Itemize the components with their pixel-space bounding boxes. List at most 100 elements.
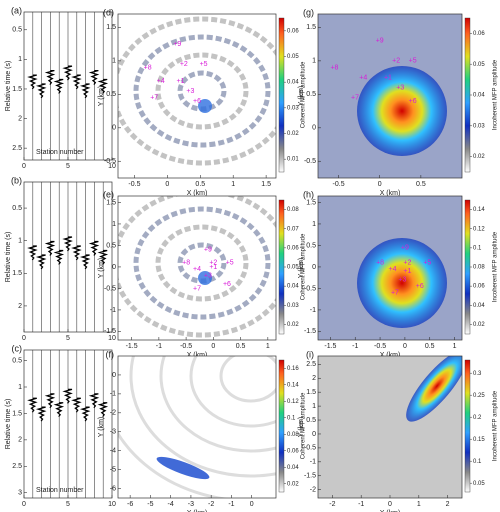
wiggle [35, 254, 47, 270]
wiggle [53, 78, 65, 94]
colorbar-tick-label: 0.04 [287, 284, 299, 290]
y-tick-label: 1 [18, 238, 22, 245]
y-tick-label: 1.5 [12, 270, 22, 277]
x-axis-label: X (km) [187, 190, 208, 197]
colorbar-tick-label: 0.2 [473, 415, 482, 421]
y-tick-label: -1.5 [304, 473, 316, 480]
colorbar-tick-label: 0.07 [287, 226, 299, 232]
peak [357, 238, 447, 328]
x-tick-label: 5 [66, 163, 70, 170]
y-tick-label: 0.5 [106, 91, 116, 98]
station-label: +8 [376, 259, 384, 266]
colorbar-tick-label: 0.04 [287, 465, 299, 471]
colorbar-label: Coherent MFP amplitude [301, 392, 307, 459]
x-axis-label: X (km) [380, 352, 401, 359]
y-tick-label: 0.5 [306, 91, 316, 98]
y-tick-label: 1 [112, 58, 116, 65]
colorbar-label: Incoherent MFP amplitude [493, 231, 499, 302]
plot-area [118, 196, 276, 340]
x-tick-label: 0 [388, 501, 392, 508]
y-tick-label: 0.5 [12, 27, 22, 34]
station-label: +6 [409, 98, 417, 105]
x-axis-label: Station number [36, 149, 84, 156]
station-label: +8 [182, 259, 190, 266]
y-tick-label: -1.5 [104, 328, 116, 335]
colorbar-tick-label: 0.06 [473, 31, 485, 37]
y-tick-label: 2 [18, 437, 22, 444]
wiggle [35, 406, 47, 422]
plot-area [118, 14, 276, 178]
y-tick-label: 0.5 [12, 205, 22, 212]
station-label: +3 [398, 277, 406, 284]
x-tick-label: 1 [453, 343, 457, 350]
y-tick-label: 1 [112, 221, 116, 228]
plot-area [318, 196, 462, 340]
colorbar-tick-label: 0.3 [473, 371, 482, 377]
panel-letter: (b) [11, 175, 22, 185]
y-tick-label: -0.5 [104, 158, 116, 165]
colorbar-tick-label: 0.08 [473, 265, 485, 271]
colorbar-tick-label: 0.06 [287, 245, 299, 251]
colorbar-tick-label: 0.08 [287, 207, 299, 213]
colorbar-label: Coherent MFP amplitude [301, 61, 307, 128]
y-tick-label: 2.5 [12, 145, 22, 152]
wiggle [27, 397, 38, 413]
x-axis-label: X (km) [187, 352, 208, 359]
x-tick-label: 0 [165, 181, 169, 188]
x-tick-label: 0.5 [416, 181, 426, 188]
x-tick-label: 0.5 [236, 343, 246, 350]
station-label: +7 [150, 95, 158, 102]
x-tick-label: -2 [208, 501, 214, 508]
wiggle [44, 393, 56, 409]
station-label: +4 [388, 266, 396, 273]
ring [155, 52, 249, 130]
wiggle [97, 402, 109, 418]
wiggle [97, 78, 109, 94]
wiggle [44, 70, 56, 85]
colorbar-tick-label: 0.14 [473, 207, 485, 213]
y-tick-label: -0.5 [104, 285, 116, 292]
wiggle [27, 74, 38, 90]
y-axis-label: Relative time (s) [5, 399, 12, 450]
station-label: +7 [193, 285, 201, 292]
wiggle [53, 402, 65, 418]
x-tick-label: -6 [127, 501, 133, 508]
wiggle [71, 245, 82, 261]
panel-letter: (h) [303, 189, 314, 199]
y-tick-label: 0.5 [306, 417, 316, 424]
y-tick-label: -3 [110, 429, 116, 436]
panel-letter: (e) [103, 189, 114, 199]
wiggle [71, 397, 82, 413]
y-tick-label: -1 [110, 307, 116, 314]
wiggle [79, 254, 91, 270]
station-label: +7 [351, 95, 359, 102]
y-tick-label: -1.5 [304, 328, 316, 335]
panel-letter: (d) [103, 7, 114, 17]
y-tick-label: 1 [312, 221, 316, 228]
station-label: +5 [423, 259, 431, 266]
station-label: +5 [226, 259, 234, 266]
wiggle [62, 236, 73, 252]
y-tick-label: 0 [312, 125, 316, 132]
y-axis-label: Y (km) [98, 258, 105, 278]
plot-area [118, 356, 276, 498]
station-label: +6 [223, 281, 231, 288]
y-tick-label: 0 [112, 125, 116, 132]
colorbar-tick-label: 0.04 [473, 93, 485, 99]
y-axis-label: Y (km) [298, 417, 305, 437]
plot-area [24, 182, 112, 332]
station-label: +2 [403, 259, 411, 266]
colorbar-tick-label: 0.12 [287, 399, 299, 405]
panel-letter: (g) [303, 7, 314, 17]
station-label: +1 [177, 78, 185, 85]
x-tick-label: 1.5 [261, 181, 271, 188]
y-tick-label: -4 [110, 448, 116, 455]
wiggle [62, 65, 73, 81]
x-tick-label: -1 [358, 501, 364, 508]
colorbar-tick-label: 0.02 [287, 131, 299, 137]
wiggle [88, 240, 100, 256]
wiggle [27, 245, 38, 261]
station-label: +8 [144, 64, 152, 71]
y-axis-label: Relative time (s) [5, 232, 12, 283]
colorbar-tick-label: 0.14 [287, 382, 299, 388]
